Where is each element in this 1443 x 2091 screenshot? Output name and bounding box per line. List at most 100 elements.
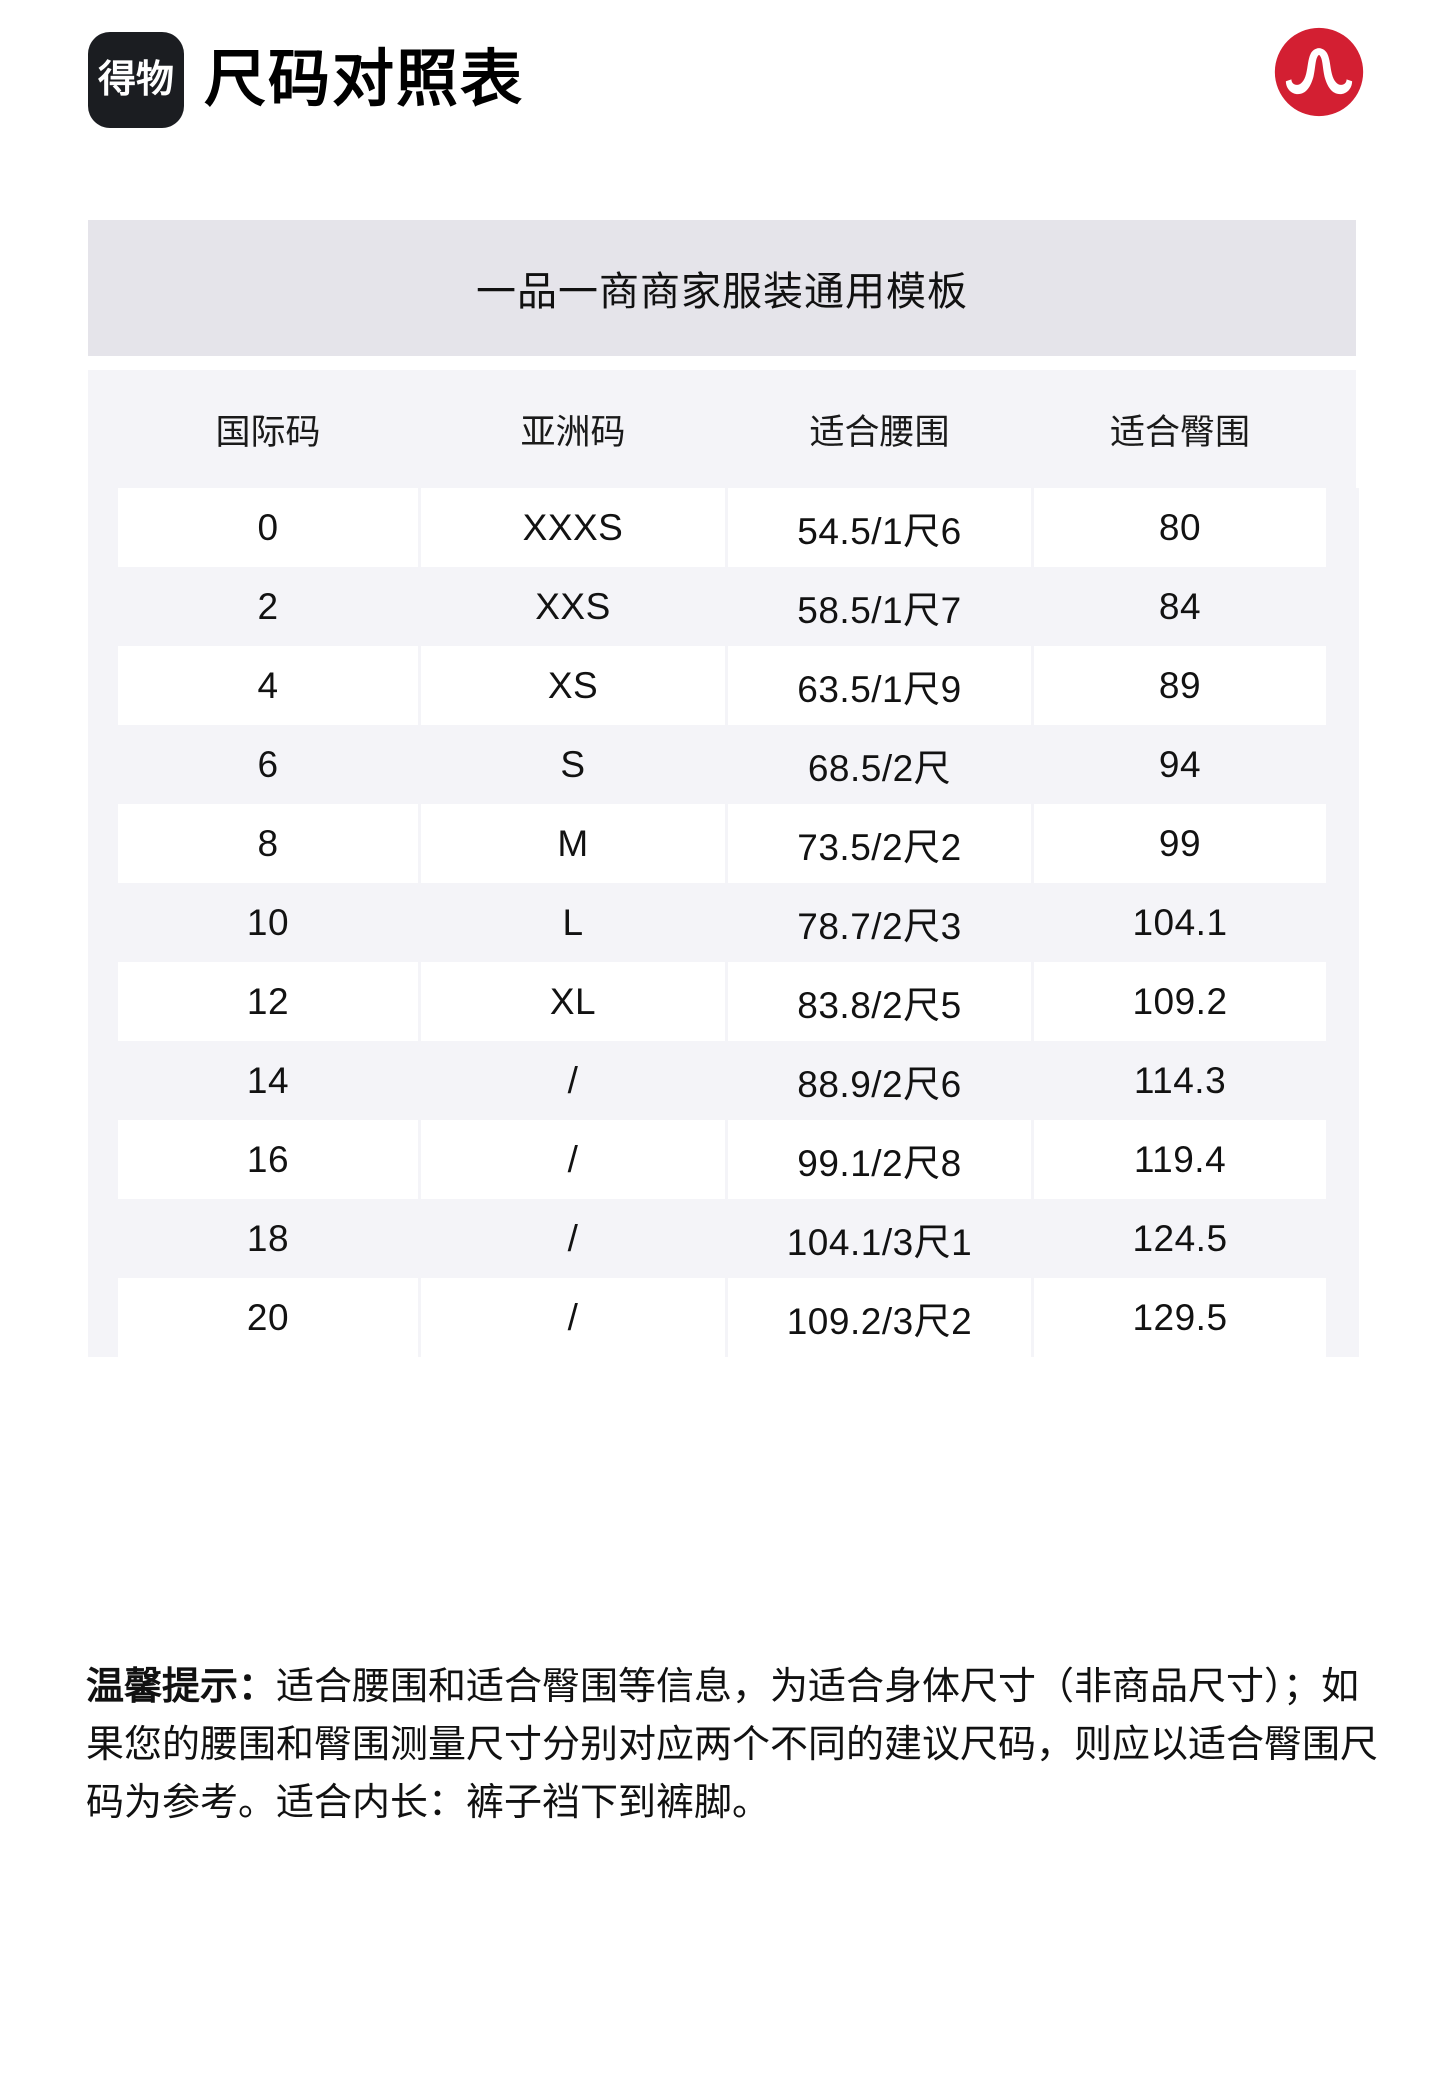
cell-waist: 109.2/3尺2 bbox=[728, 1278, 1031, 1357]
table-row: 16/99.1/2尺8 119.4 bbox=[88, 1120, 1359, 1199]
cell-intl: 14 bbox=[118, 1041, 418, 1120]
column-header-intl: 国际码 bbox=[215, 412, 321, 452]
cell-waist-value: 88.9/2尺6 bbox=[728, 1041, 1031, 1120]
tips-note-body: 适合腰围和适合臀围等信息，为适合身体尺寸（非商品尺寸）；如果您的腰围和臀围测量尺… bbox=[86, 1666, 1379, 1824]
cell-intl: 16 bbox=[118, 1120, 418, 1199]
dewu-logo-label: 得物 bbox=[97, 59, 174, 101]
cell-waist-value: 83.8/2尺5 bbox=[728, 962, 1031, 1041]
column-divider-2 bbox=[725, 567, 728, 646]
cell-intl-value: 0 bbox=[118, 488, 418, 567]
cell-waist: 68.5/2尺 bbox=[728, 725, 1031, 804]
cell-intl: 0 bbox=[118, 488, 418, 567]
cell-hip-value: 99 bbox=[1034, 804, 1326, 883]
cell-asia: L bbox=[421, 883, 725, 962]
cell-hip: 94 bbox=[1034, 725, 1326, 804]
cell-intl-value: 18 bbox=[118, 1199, 418, 1278]
cell-asia-value: / bbox=[421, 1041, 725, 1120]
cell-hip: 119.4 bbox=[1034, 1120, 1326, 1199]
table-row: 8 M 73.5/2尺2 99 bbox=[88, 804, 1359, 883]
table-body: 0 XXXS 54.5/1尺6 80 2 XXS 58.5/1尺7 84 4 XS 63.5/1尺9… bbox=[88, 488, 1359, 1357]
page-title: 尺码对照表 bbox=[204, 45, 525, 114]
row-left-pad bbox=[88, 883, 118, 962]
row-right-pad bbox=[1326, 567, 1359, 646]
column-divider-1 bbox=[418, 1199, 421, 1278]
cell-hip-value: 80 bbox=[1034, 488, 1326, 567]
cell-asia: XXS bbox=[421, 567, 725, 646]
column-divider-2 bbox=[725, 1120, 728, 1199]
cell-asia-value: S bbox=[421, 725, 725, 804]
cell-waist: 99.1/2尺8 bbox=[728, 1120, 1031, 1199]
table-row: 6 S 68.5/2尺 94 bbox=[88, 725, 1359, 804]
cell-intl: 10 bbox=[118, 883, 418, 962]
row-right-pad bbox=[1326, 488, 1359, 567]
row-left-pad bbox=[88, 725, 118, 804]
column-divider-2 bbox=[725, 1278, 728, 1357]
row-left-pad bbox=[88, 646, 118, 725]
row-right-pad bbox=[1326, 1199, 1359, 1278]
table-row: 12 XL 83.8/2尺5 109.2 bbox=[88, 962, 1359, 1041]
cell-asia-value: L bbox=[421, 883, 725, 962]
cell-hip: 99 bbox=[1034, 804, 1326, 883]
column-divider-2 bbox=[725, 488, 728, 567]
column-divider-1 bbox=[418, 1120, 421, 1199]
column-divider-2 bbox=[725, 1041, 728, 1120]
cell-waist: 83.8/2尺5 bbox=[728, 962, 1031, 1041]
tips-note: 温馨提示：适合腰围和适合臀围等信息，为适合身体尺寸（非商品尺寸）；如果您的腰围和… bbox=[86, 1659, 1386, 1832]
lululemon-logo-icon bbox=[1274, 27, 1364, 117]
cell-hip-value: 104.1 bbox=[1034, 883, 1326, 962]
cell-asia: M bbox=[421, 804, 725, 883]
column-divider-3 bbox=[1031, 962, 1034, 1041]
cell-hip-value: 114.3 bbox=[1034, 1041, 1326, 1120]
cell-hip-value: 94 bbox=[1034, 725, 1326, 804]
cell-hip-value: 89 bbox=[1034, 646, 1326, 725]
column-divider-3 bbox=[1031, 1199, 1034, 1278]
cell-intl-value: 10 bbox=[118, 883, 418, 962]
cell-waist-value: 104.1/3尺1 bbox=[728, 1199, 1031, 1278]
column-divider-2 bbox=[725, 646, 728, 725]
cell-asia: / bbox=[421, 1278, 725, 1357]
column-divider-2 bbox=[725, 962, 728, 1041]
cell-intl-value: 16 bbox=[118, 1120, 418, 1199]
column-divider-2 bbox=[725, 804, 728, 883]
cell-waist-value: 99.1/2尺8 bbox=[728, 1120, 1031, 1199]
cell-intl-value: 4 bbox=[118, 646, 418, 725]
dewu-logo-icon: 得物 bbox=[88, 32, 184, 128]
cell-waist-value: 78.7/2尺3 bbox=[728, 883, 1031, 962]
column-divider-1 bbox=[418, 488, 421, 567]
row-right-pad bbox=[1326, 804, 1359, 883]
cell-intl-value: 14 bbox=[118, 1041, 418, 1120]
cell-asia-value: XXXS bbox=[421, 488, 725, 567]
cell-hip: 80 bbox=[1034, 488, 1326, 567]
column-divider-1 bbox=[418, 962, 421, 1041]
cell-hip: 124.5 bbox=[1034, 1199, 1326, 1278]
column-divider-2 bbox=[725, 883, 728, 962]
row-right-pad bbox=[1326, 1120, 1359, 1199]
row-right-pad bbox=[1326, 1278, 1359, 1357]
column-divider-1 bbox=[418, 1278, 421, 1357]
cell-waist: 88.9/2尺6 bbox=[728, 1041, 1031, 1120]
cell-asia-value: / bbox=[421, 1120, 725, 1199]
cell-hip-value: 84 bbox=[1034, 567, 1326, 646]
tips-note-label: 温馨提示： bbox=[86, 1666, 277, 1708]
cell-waist: 54.5/1尺6 bbox=[728, 488, 1031, 567]
table-row: 0 XXXS 54.5/1尺6 80 bbox=[88, 488, 1359, 567]
cell-asia: XL bbox=[421, 962, 725, 1041]
column-divider-1 bbox=[418, 804, 421, 883]
column-divider-3 bbox=[1031, 725, 1034, 804]
cell-asia-value: M bbox=[421, 804, 725, 883]
table-row: 10 L 78.7/2尺3 104.1 bbox=[88, 883, 1359, 962]
cell-asia: S bbox=[421, 725, 725, 804]
cell-waist: 73.5/2尺2 bbox=[728, 804, 1031, 883]
row-right-pad bbox=[1326, 883, 1359, 962]
row-right-pad bbox=[1326, 962, 1359, 1041]
table-row: 4 XS 63.5/1尺9 89 bbox=[88, 646, 1359, 725]
cell-waist-value: 63.5/1尺9 bbox=[728, 646, 1031, 725]
cell-waist-value: 73.5/2尺2 bbox=[728, 804, 1031, 883]
table-row: 18/104.1/3尺1 124.5 bbox=[88, 1199, 1359, 1278]
cell-hip-value: 119.4 bbox=[1034, 1120, 1326, 1199]
row-left-pad bbox=[88, 962, 118, 1041]
table-row: 20/109.2/3尺2 129.5 bbox=[88, 1278, 1359, 1357]
row-left-pad bbox=[88, 804, 118, 883]
cell-intl: 20 bbox=[118, 1278, 418, 1357]
